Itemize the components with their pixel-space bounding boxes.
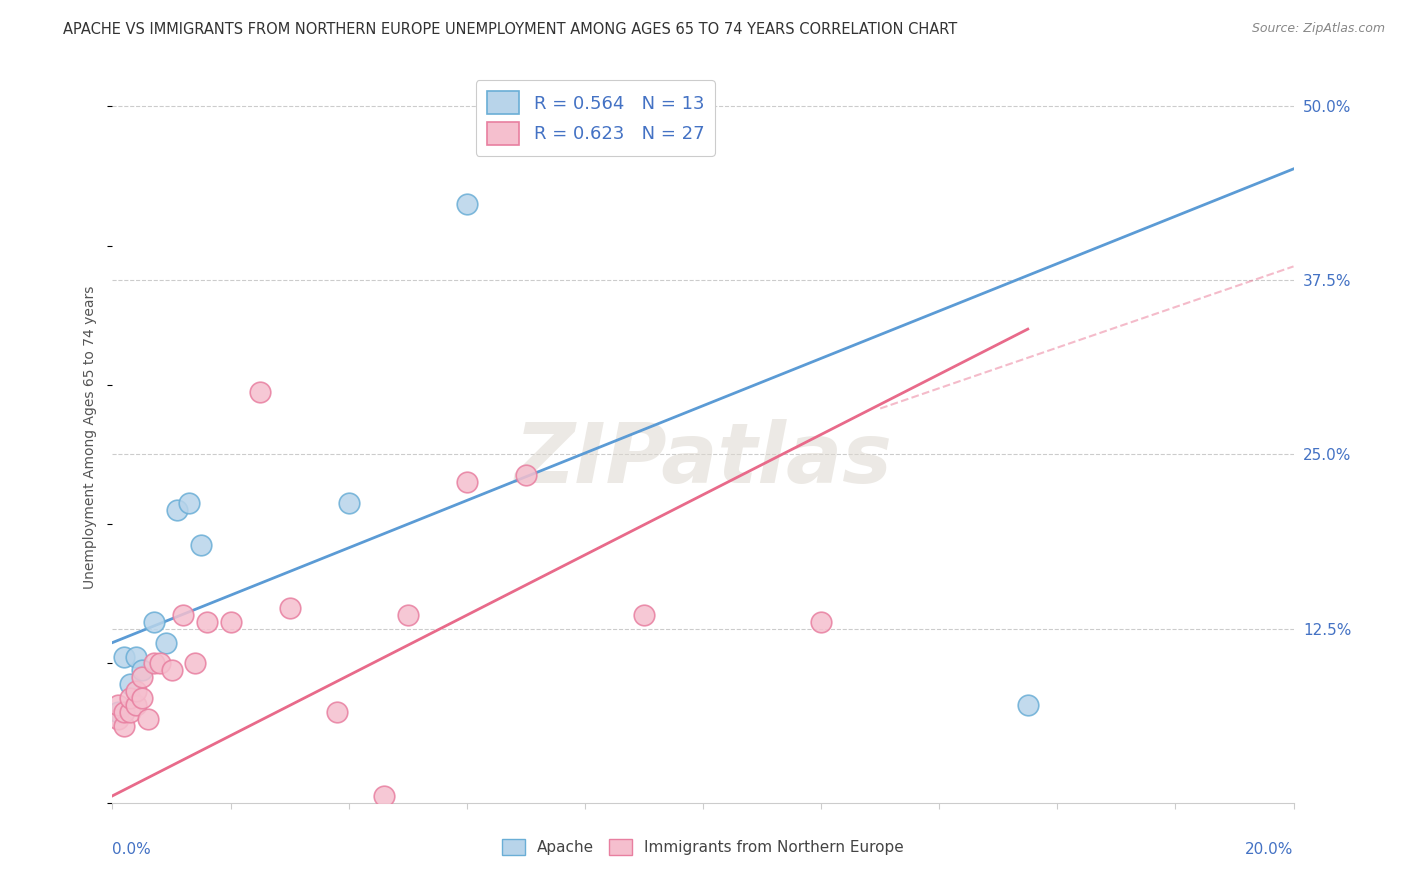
Text: 20.0%: 20.0% [1246,842,1294,856]
Point [166,503,188,517]
Legend: Apache, Immigrants from Northern Europe: Apache, Immigrants from Northern Europe [496,833,910,861]
Point [120,677,142,691]
Point [112,719,135,733]
Text: 0.0%: 0.0% [112,842,152,856]
Point [184,657,207,671]
Point [107,712,129,726]
Text: APACHE VS IMMIGRANTS FROM NORTHERN EUROPE UNEMPLOYMENT AMONG AGES 65 TO 74 YEARS: APACHE VS IMMIGRANTS FROM NORTHERN EUROP… [63,22,957,37]
Point [125,649,148,664]
Point [131,664,153,678]
Point [142,615,165,629]
Point [112,649,135,664]
Point [120,705,142,719]
Point [456,475,478,490]
Point [633,607,655,622]
Text: ZIPatlas: ZIPatlas [515,418,891,500]
Point [160,664,183,678]
Point [107,698,129,713]
Point [190,538,212,552]
Text: Source: ZipAtlas.com: Source: ZipAtlas.com [1251,22,1385,36]
Point [1017,698,1039,713]
Point [107,705,129,719]
Point [142,657,165,671]
Point [326,705,349,719]
Y-axis label: Unemployment Among Ages 65 to 74 years: Unemployment Among Ages 65 to 74 years [83,285,97,589]
Point [278,600,301,615]
Point [337,496,360,510]
Point [149,657,172,671]
Point [155,635,177,649]
Point [120,691,142,706]
Point [249,384,271,399]
Point [515,468,537,483]
Point [172,607,194,622]
Point [396,607,419,622]
Point [810,615,832,629]
Point [373,789,395,803]
Point [219,615,242,629]
Point [131,670,153,684]
Point [112,705,135,719]
Point [131,691,153,706]
Point [136,712,159,726]
Point [125,698,148,713]
Point [456,196,478,211]
Point [195,615,218,629]
Point [125,684,148,698]
Point [179,496,201,510]
